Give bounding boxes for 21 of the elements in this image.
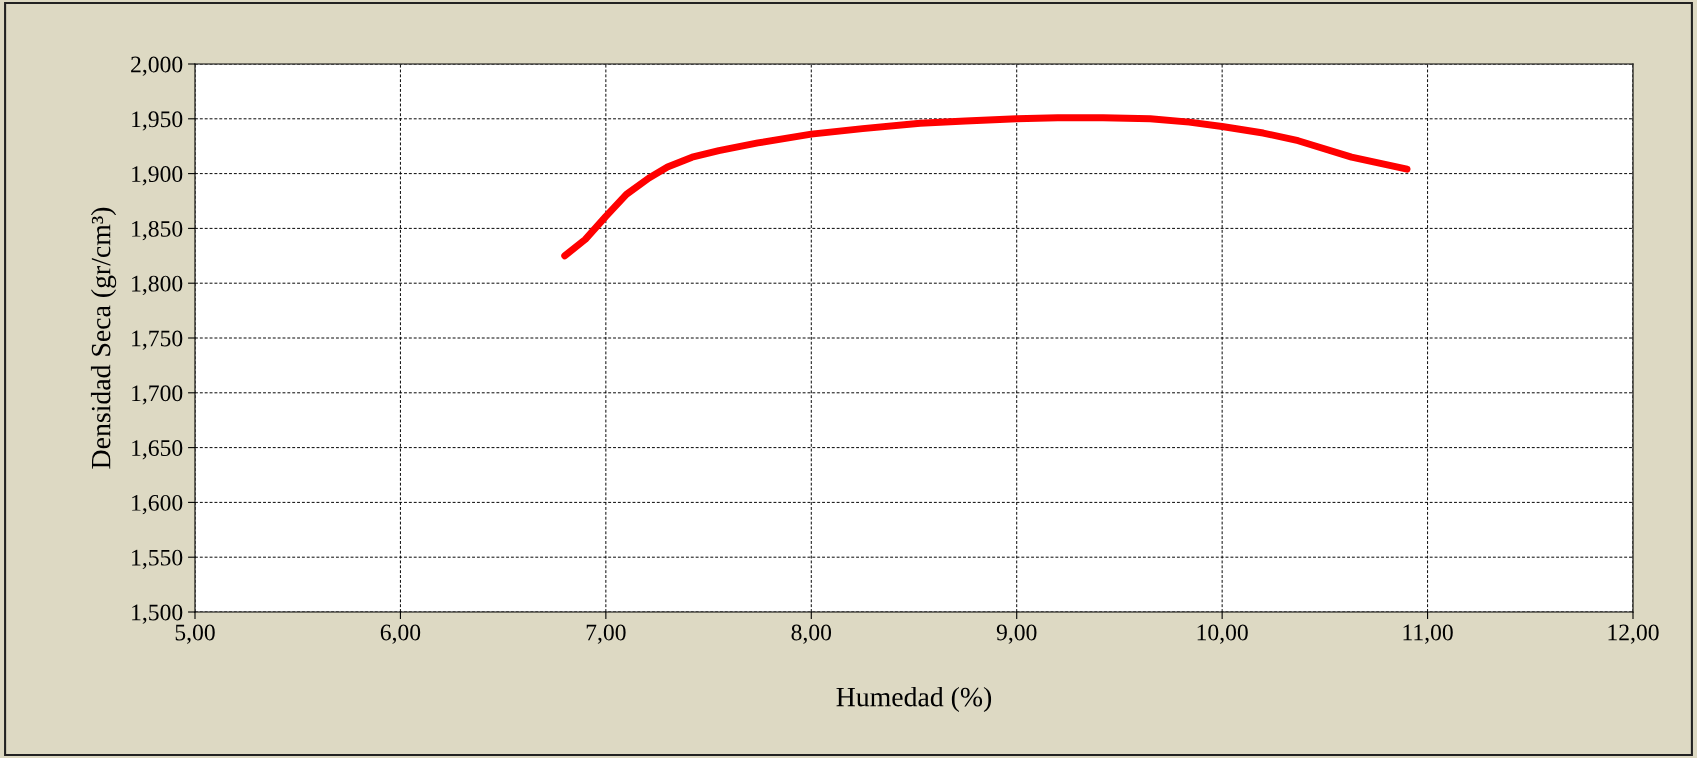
x-tick-label: 5,00 [175,624,215,644]
x-tick-label: 7,00 [586,624,626,644]
y-axis-title: Densidad Seca (gr/cm³) [90,207,117,469]
y-tick-label: 1,500 [132,604,183,624]
x-tick-label: 6,00 [380,624,421,644]
y-tick-label: 1,800 [132,275,183,296]
y-tick-label: 2,000 [131,56,183,76]
y-tick-label: 1,700 [132,385,183,405]
x-axis-title: Humedad (%) [836,686,992,713]
y-tick-label: 1,750 [132,330,183,350]
y-tick-label: 1,600 [132,494,183,515]
x-tick-label: 11,00 [1403,624,1453,644]
x-tick-label: 8,00 [791,624,832,644]
y-tick-label: 1,900 [132,166,183,186]
y-tick-label: 1,550 [132,549,183,570]
y-tick-label: 1,950 [132,111,183,131]
y-tick-label: 1,650 [132,440,183,460]
x-tick-label: 10,00 [1197,624,1248,644]
x-tick-label: 12,00 [1608,624,1659,644]
x-tick-label: 9,00 [996,624,1037,644]
y-tick-label: 1,850 [132,220,183,241]
